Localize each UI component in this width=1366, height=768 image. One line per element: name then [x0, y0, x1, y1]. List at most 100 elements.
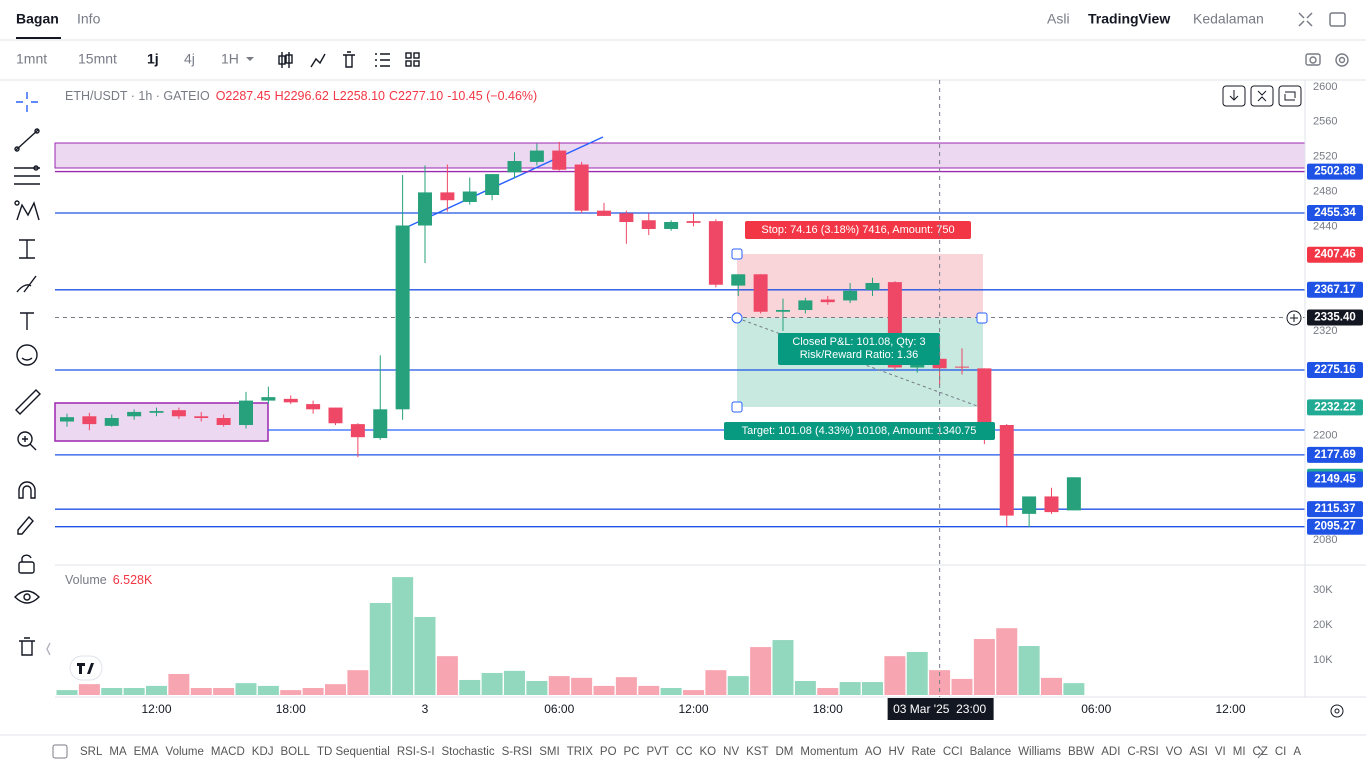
drawing-toolbar[interactable] — [23, 593, 31, 601]
drawing-toolbar[interactable] — [33, 165, 39, 171]
view[interactable]: Asli — [1047, 11, 1070, 27]
indicator[interactable]: SRL — [80, 746, 103, 758]
tab[interactable]: Bagan — [16, 11, 59, 27]
chart-actions[interactable] — [1335, 53, 1349, 67]
interval[interactable]: 1j — [147, 51, 159, 67]
drawing-toolbar[interactable] — [21, 554, 32, 562]
interval[interactable]: 15mnt — [78, 51, 117, 67]
indicator[interactable]: KO — [700, 746, 717, 758]
toolbar-icons[interactable] — [278, 51, 420, 68]
indicator[interactable]: KST — [746, 746, 768, 758]
toolbar-icons[interactable] — [413, 60, 420, 67]
window-icon[interactable] — [1329, 12, 1346, 27]
settings-icon[interactable] — [1330, 704, 1344, 718]
indicator[interactable]: KDJ — [252, 746, 274, 758]
indicator[interactable]: Stochastic — [442, 746, 495, 758]
tab[interactable]: Info — [77, 11, 101, 27]
indicator[interactable]: AO — [865, 746, 882, 758]
drawing-toolbar[interactable] — [18, 481, 36, 499]
indicator[interactable]: VO — [1166, 746, 1183, 758]
chart-actions[interactable] — [1305, 53, 1321, 66]
logo[interactable] — [69, 655, 103, 681]
drawing-toolbar[interactable] — [14, 167, 40, 185]
toolbar-icons[interactable] — [285, 54, 293, 64]
add-alert-plus[interactable] — [1290, 314, 1298, 322]
drawing-toolbar[interactable] — [14, 92, 51, 656]
indicator[interactable]: MI — [1233, 746, 1246, 758]
indicator[interactable]: PC — [624, 746, 640, 758]
indicator[interactable]: Balance — [970, 746, 1012, 758]
toolbar-icons[interactable] — [375, 53, 390, 67]
indicator[interactable]: NV — [723, 746, 739, 758]
scale-buttons[interactable] — [1278, 85, 1302, 107]
indicator[interactable]: A — [1293, 746, 1301, 758]
chart-actions[interactable] — [1338, 56, 1346, 64]
scroll-right[interactable] — [1257, 745, 1264, 759]
indicator[interactable]: Rate — [912, 746, 936, 758]
dropdown-caret[interactable] — [246, 57, 254, 61]
indicator[interactable]: PO — [600, 746, 617, 758]
scale-buttons[interactable] — [1222, 85, 1302, 107]
indicator[interactable]: DM — [776, 746, 794, 758]
toolbar-icons[interactable] — [405, 52, 412, 59]
toolbar-icons[interactable] — [405, 60, 412, 67]
handles[interactable] — [731, 248, 988, 413]
indicator[interactable]: C-RSI — [1127, 746, 1158, 758]
indicator[interactable]: CCI — [943, 746, 963, 758]
drawing-toolbar[interactable] — [17, 515, 34, 535]
calendar-icon[interactable] — [52, 744, 68, 759]
drawing-toolbar[interactable] — [15, 129, 39, 151]
indicator[interactable]: BBW — [1068, 746, 1094, 758]
indicator[interactable]: EMA — [134, 746, 159, 758]
logo-mark[interactable] — [77, 663, 94, 674]
indicator[interactable]: Volume — [166, 746, 204, 758]
indicator[interactable]: MACD — [211, 746, 245, 758]
fullscreen-icon[interactable] — [1298, 12, 1313, 27]
drawing-toolbar[interactable] — [34, 128, 40, 134]
handles[interactable] — [731, 312, 743, 324]
chart-actions[interactable] — [1309, 56, 1317, 64]
drawing-toolbar[interactable] — [22, 436, 37, 451]
drawing-toolbar[interactable] — [17, 431, 33, 447]
indicator[interactable]: Williams — [1018, 746, 1061, 758]
indicator[interactable]: VI — [1215, 746, 1226, 758]
interval[interactable]: 1H — [221, 51, 239, 67]
drawing-toolbar[interactable] — [46, 642, 51, 656]
settings-icon[interactable] — [1334, 708, 1340, 714]
drawing-toolbar[interactable] — [21, 357, 33, 361]
scale-icons[interactable] — [1229, 90, 1296, 102]
indicator[interactable]: TRIX — [567, 746, 594, 758]
indicator[interactable]: CZ — [1253, 746, 1268, 758]
handles[interactable] — [976, 312, 988, 324]
chart-actions[interactable] — [1305, 53, 1349, 67]
view[interactable]: Kedalaman — [1193, 11, 1264, 27]
indicator[interactable]: RSI-S-I — [397, 746, 435, 758]
indicator[interactable]: S-RSI — [502, 746, 533, 758]
indicator[interactable]: BOLL — [281, 746, 311, 758]
indicator[interactable]: ASI — [1189, 746, 1208, 758]
view[interactable]: TradingView — [1088, 11, 1170, 27]
interval[interactable]: 4j — [184, 51, 195, 67]
drawing-toolbar[interactable] — [20, 312, 34, 330]
handles[interactable] — [731, 401, 743, 413]
handles[interactable] — [731, 248, 743, 260]
indicator[interactable]: CI — [1275, 746, 1287, 758]
toolbar-icons[interactable] — [278, 55, 286, 65]
interval[interactable]: 1mnt — [16, 51, 47, 67]
indicator[interactable]: Momentum — [800, 746, 858, 758]
indicator[interactable]: CC — [676, 746, 693, 758]
drawing-toolbar[interactable] — [16, 201, 40, 221]
fullscreen-icon[interactable] — [1298, 12, 1313, 27]
drawing-toolbar[interactable] — [15, 389, 41, 415]
indicator[interactable]: PVT — [647, 746, 669, 758]
drawing-toolbar[interactable] — [19, 239, 35, 259]
drawing-toolbar[interactable] — [14, 146, 20, 152]
indicator[interactable]: HV — [889, 746, 905, 758]
toolbar-icons[interactable] — [413, 52, 420, 59]
toolbar-icons[interactable] — [310, 53, 326, 68]
drawing-toolbar[interactable] — [16, 344, 38, 366]
indicator[interactable]: TD Sequential — [317, 746, 390, 758]
drawing-toolbar[interactable] — [14, 200, 20, 206]
toolbar-icons[interactable] — [343, 51, 355, 68]
drawing-toolbar[interactable] — [16, 275, 37, 293]
